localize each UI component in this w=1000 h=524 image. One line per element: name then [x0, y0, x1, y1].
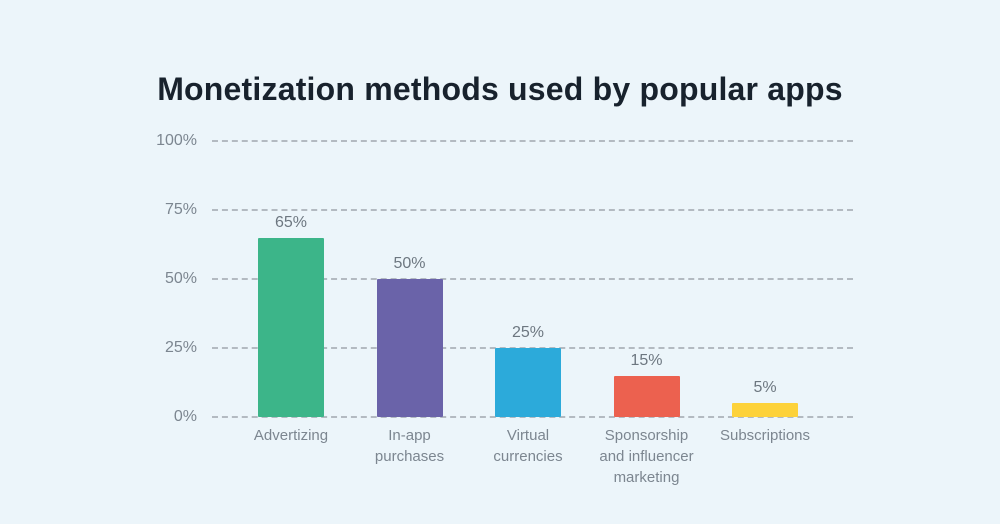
gridline-0: 0%	[174, 408, 853, 425]
bar-value-label: 65%	[274, 213, 308, 231]
x-axis-category-label: In-app purchases	[374, 427, 445, 465]
x-axis-category-label: Sponsorship and influencer marketing	[599, 427, 694, 486]
gridline-100: 100%	[156, 132, 853, 149]
bar-value-label: 15%	[630, 351, 663, 369]
bar-value-label: 25%	[511, 324, 545, 341]
bar-slot: 25% Virtual currencies	[469, 141, 587, 465]
bar	[613, 375, 680, 417]
bar-slot: 65% Advertizing	[232, 141, 350, 444]
bar	[732, 403, 798, 417]
x-axis-category-label: Advertizing	[253, 427, 329, 444]
y-axis-tick-label: 0%	[173, 408, 197, 425]
bar	[376, 279, 443, 417]
x-axis-category-label: Virtual currencies	[493, 427, 563, 465]
bar	[495, 348, 561, 417]
bar	[258, 237, 324, 417]
gridline-75: 75%	[165, 201, 853, 218]
y-axis-tick-label: 25%	[164, 339, 197, 356]
bar-value-label: 5%	[753, 379, 777, 397]
bar-value-label: 50%	[393, 255, 426, 272]
x-axis-category-label: Subscriptions	[719, 427, 811, 444]
plot-area: 0% 25% 50% 75% 100% 65% Advertizing 50% In-app p…	[156, 132, 853, 486]
y-axis-tick-label: 100%	[156, 132, 197, 149]
chart-title: Monetization methods used by popular app…	[157, 71, 843, 108]
gridline-50: 50%	[165, 270, 853, 287]
y-axis-tick-label: 75%	[164, 201, 197, 218]
bar-slot: 5% Subscriptions	[706, 141, 824, 444]
bar-slot: 50% In-app purchases	[351, 141, 469, 465]
bar-slot: 15% Sponsorship and influencer marketing	[588, 141, 706, 486]
y-axis-tick-label: 50%	[164, 270, 197, 287]
